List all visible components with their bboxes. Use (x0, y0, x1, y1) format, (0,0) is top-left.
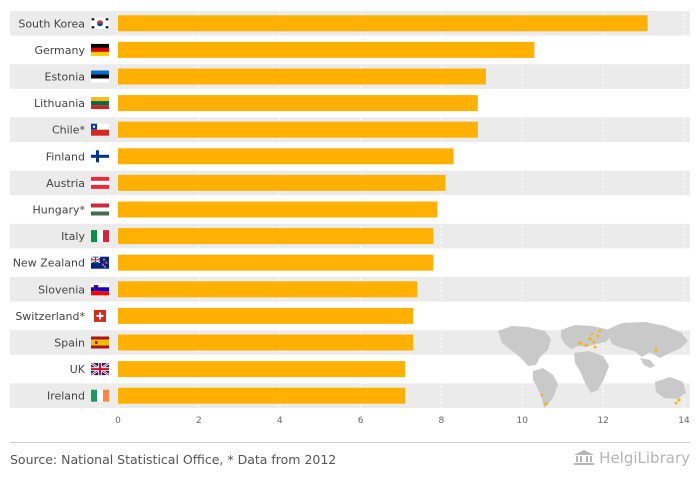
flag-cl-icon (91, 123, 109, 136)
bar[interactable] (118, 121, 478, 138)
category-label: Slovenia (38, 283, 85, 296)
category-label: South Korea (18, 17, 85, 30)
flag-kr-icon (90, 17, 110, 30)
flag-ee-icon (91, 70, 109, 83)
bar[interactable] (118, 201, 438, 218)
flag-ch-icon (94, 309, 106, 322)
x-tick-label: 14 (678, 416, 690, 426)
bar[interactable] (118, 68, 486, 85)
category-label: Estonia (45, 71, 86, 84)
bar[interactable] (118, 361, 406, 378)
bar[interactable] (118, 174, 446, 191)
flag-it-icon (91, 230, 109, 243)
flag-gb-icon (90, 362, 110, 377)
x-tick-label: 8 (439, 416, 445, 426)
flag-hu-icon (91, 203, 109, 216)
bar-chart: South Korea Germany Estonia Lithuania Chile*… (10, 10, 690, 426)
helgilibrary-logo[interactable]: HelgiLibrary (573, 449, 690, 467)
x-axis-ticks: 0 2 4 6 8 10 12 14 (115, 416, 690, 426)
category-label: Lithuania (34, 97, 85, 110)
flag-ie-icon (91, 389, 109, 402)
footer-divider (10, 442, 690, 443)
bar[interactable] (118, 281, 418, 298)
x-tick-label: 6 (358, 416, 364, 426)
category-label: Austria (46, 177, 85, 190)
x-tick-label: 4 (277, 416, 283, 426)
category-label: Chile* (52, 124, 86, 137)
category-label: Finland (46, 150, 85, 163)
flag-de-icon (91, 43, 109, 56)
x-tick-label: 12 (597, 416, 608, 426)
flag-at-icon (91, 176, 109, 189)
category-label: UK (70, 363, 86, 376)
category-label: Germany (34, 44, 85, 57)
flag-lt-icon (91, 97, 109, 110)
flag-fi-icon (91, 150, 109, 163)
category-label: Spain (54, 337, 85, 350)
category-label: Ireland (47, 390, 85, 403)
flag-si-icon (91, 283, 109, 296)
source-note: Source: National Statistical Office, * D… (10, 452, 337, 467)
flag-nz-icon (90, 256, 109, 269)
bar[interactable] (118, 41, 535, 58)
category-label: Hungary* (33, 204, 86, 217)
library-building-icon (574, 450, 595, 465)
x-tick-label: 10 (517, 416, 529, 426)
bar[interactable] (118, 387, 406, 404)
world-map-watermark (498, 322, 688, 408)
bar[interactable] (118, 307, 414, 324)
bar[interactable] (118, 148, 454, 165)
bar[interactable] (118, 15, 648, 32)
x-tick-label: 2 (196, 416, 202, 426)
flag-es-icon (91, 336, 109, 349)
bar[interactable] (118, 95, 478, 112)
category-label: Switzerland* (15, 310, 85, 323)
category-label: Italy (61, 230, 85, 243)
bar[interactable] (118, 334, 414, 351)
bar[interactable] (118, 254, 434, 271)
chart-bars (118, 15, 648, 404)
category-label: New Zealand (13, 257, 85, 270)
brand-name: HelgiLibrary (599, 449, 690, 467)
x-tick-label: 0 (115, 416, 121, 426)
bar[interactable] (118, 228, 434, 245)
